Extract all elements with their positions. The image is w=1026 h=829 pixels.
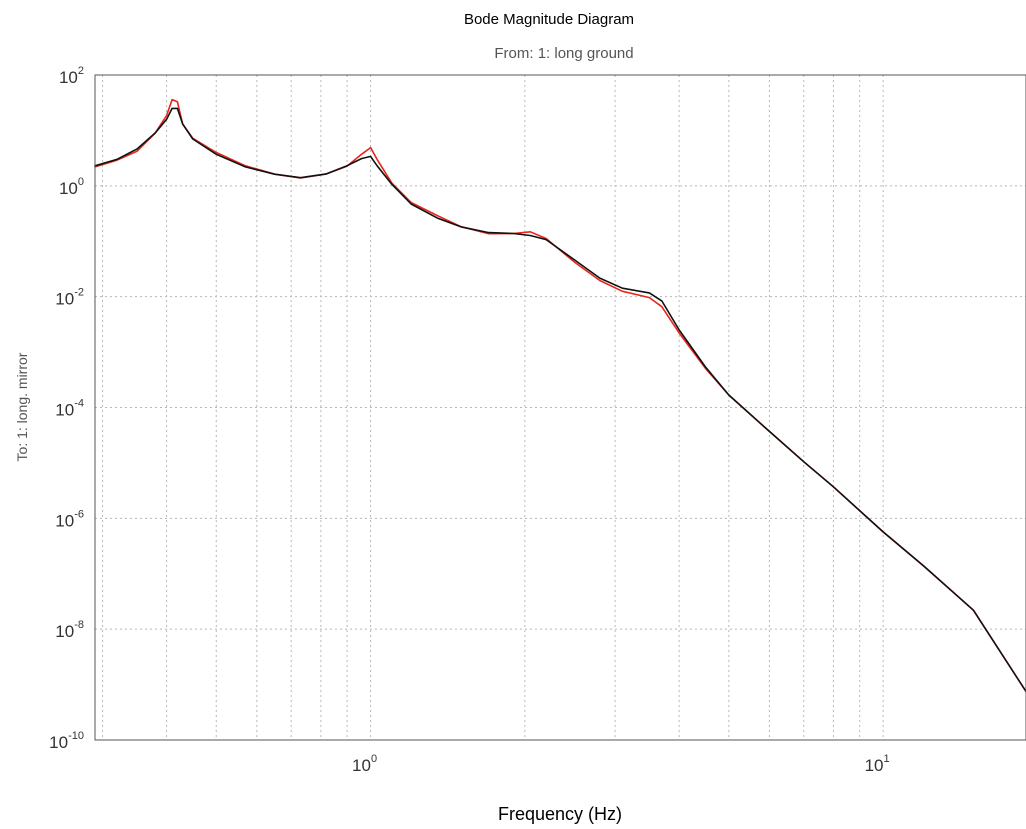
- y-tick-label: 10-10: [49, 730, 84, 752]
- series-line-1: [94, 98, 1026, 693]
- y-tick-label: 10-8: [55, 619, 84, 641]
- y-tick-label: 10-6: [55, 508, 84, 530]
- y-tick-label: 10-4: [55, 398, 84, 420]
- y-axis-label: To: 1: long. mirror: [14, 352, 30, 461]
- y-tick-label: 102: [59, 65, 84, 87]
- chart-subtitle: From: 1: long ground: [494, 45, 633, 62]
- y-tick-label: 10-2: [55, 287, 84, 309]
- x-tick-label: 101: [865, 753, 890, 775]
- x-axis-label: Frequency (Hz): [498, 804, 622, 824]
- x-tick-labels: 100 101: [352, 753, 890, 775]
- plot-frame: [94, 74, 1026, 741]
- series-lines: [94, 98, 1026, 693]
- grid: [95, 75, 1026, 740]
- y-tick-label: 100: [59, 176, 84, 198]
- series-line-2: [94, 107, 1026, 693]
- chart-title: Bode Magnitude Diagram: [464, 11, 634, 28]
- x-tick-label: 100: [352, 753, 377, 775]
- y-tick-labels: 102 100 10-2 10-4 10-6 10-8 10-10: [49, 65, 84, 752]
